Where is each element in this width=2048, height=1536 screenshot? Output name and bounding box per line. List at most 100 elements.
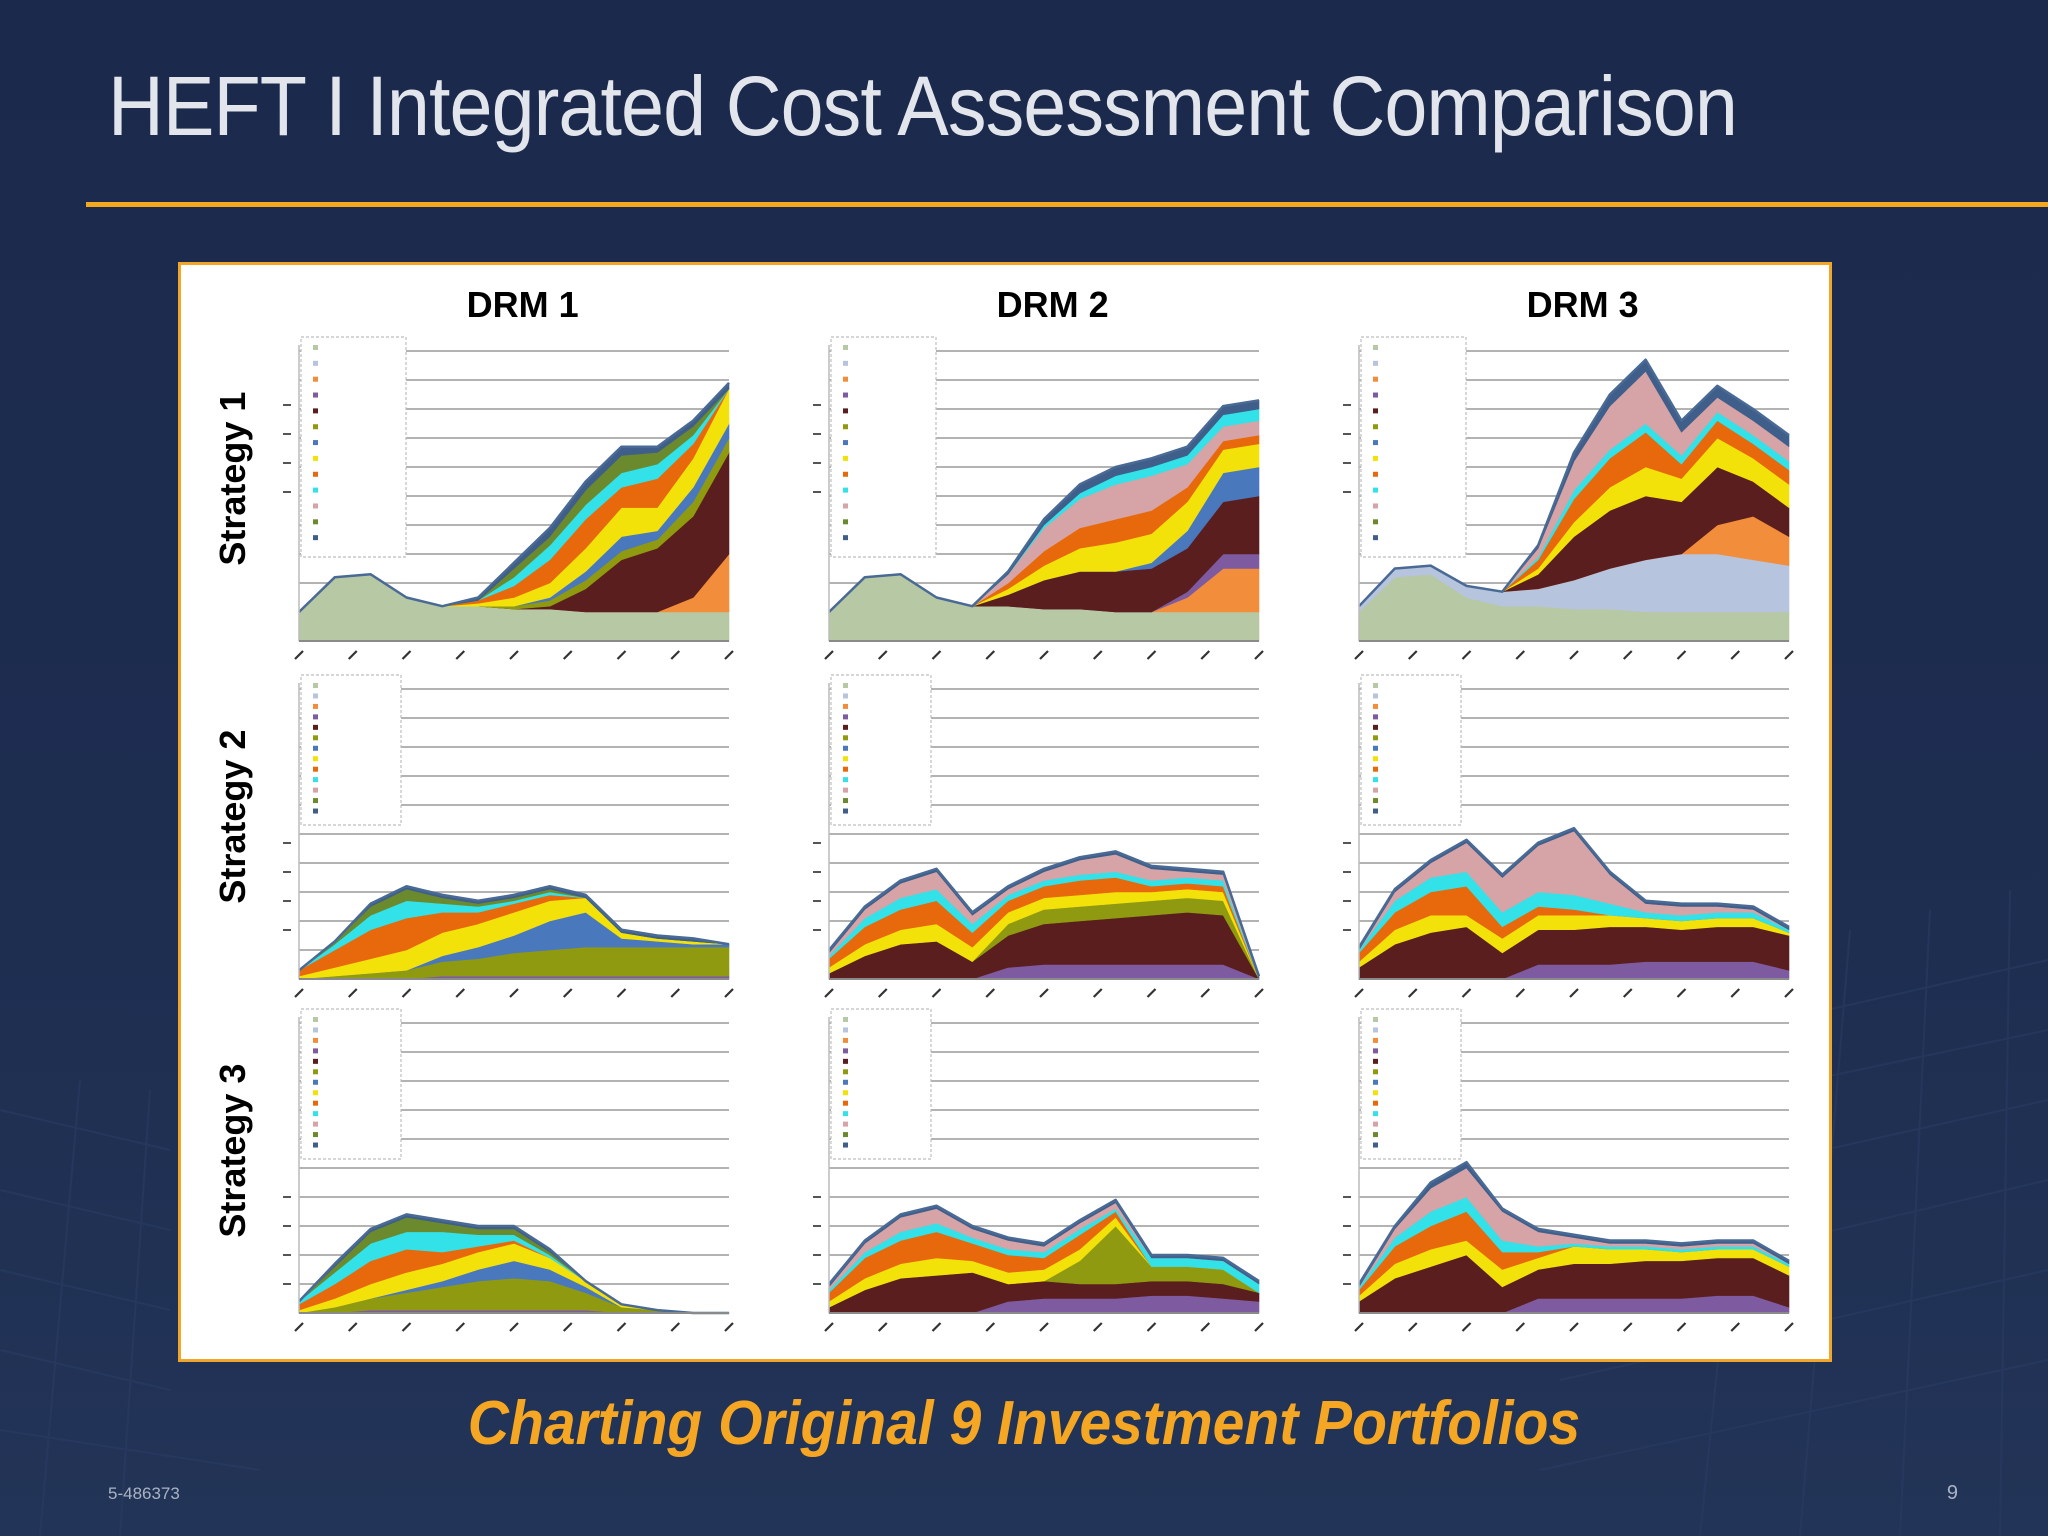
legend-marker <box>1373 693 1378 699</box>
slide-subtitle: Charting Original 9 Investment Portfolio… <box>467 1389 1581 1458</box>
x-tick-mark <box>724 988 734 998</box>
x-tick-mark <box>877 988 888 998</box>
x-tick-mark <box>1354 650 1364 660</box>
x-tick-mark <box>294 988 304 998</box>
legend-marker <box>1373 683 1378 688</box>
area-chart <box>1343 336 1794 660</box>
x-tick-mark <box>1407 650 1418 660</box>
column-header: DRM 1 <box>467 284 579 325</box>
x-tick-mark <box>1407 1322 1418 1332</box>
legend-marker <box>313 703 318 709</box>
legend-marker <box>843 1048 848 1054</box>
x-tick-mark <box>1092 650 1103 660</box>
legend-marker <box>1373 724 1378 730</box>
x-tick-mark <box>562 988 573 998</box>
area-chart <box>283 1008 734 1332</box>
x-tick-mark <box>294 1322 304 1332</box>
x-tick-mark <box>1730 650 1741 660</box>
legend-marker <box>313 440 318 446</box>
x-tick-mark <box>1200 988 1211 998</box>
legend-marker <box>843 777 848 783</box>
x-tick-mark <box>670 650 681 660</box>
x-tick-mark <box>1039 650 1049 660</box>
legend-marker <box>1373 766 1378 772</box>
legend-marker <box>843 424 848 430</box>
x-tick-mark <box>985 650 996 660</box>
legend-marker <box>1373 1142 1378 1148</box>
x-tick-mark <box>1146 1322 1157 1332</box>
legend-marker <box>1373 392 1378 398</box>
x-tick-mark <box>455 988 466 998</box>
area-chart <box>283 336 734 660</box>
legend-marker <box>313 503 318 509</box>
x-tick-mark <box>509 650 519 660</box>
legend-marker <box>843 1037 848 1043</box>
area-outline <box>1358 358 1790 608</box>
column-header: DRM 2 <box>997 284 1109 325</box>
x-tick-mark <box>616 988 627 998</box>
legend-marker <box>843 1142 848 1148</box>
legend-marker <box>313 808 318 814</box>
legend-marker <box>843 703 848 709</box>
x-tick-mark <box>1622 650 1633 660</box>
legend-marker <box>313 745 318 751</box>
title-divider <box>86 202 2048 207</box>
chart-grid-svg: DRM 1 DRM 2 DRM 3 Strategy 1 Strategy 2 Strat… <box>212 284 1794 1332</box>
legend-marker <box>313 766 318 772</box>
x-tick-mark <box>1254 988 1264 998</box>
x-tick-mark <box>985 988 996 998</box>
legend-marker <box>1373 777 1378 783</box>
legend-marker <box>1373 1069 1378 1075</box>
x-tick-mark <box>1730 988 1741 998</box>
legend-marker <box>313 756 318 762</box>
legend-marker <box>843 1121 848 1127</box>
legend-marker <box>843 455 848 461</box>
legend-marker <box>1373 798 1378 804</box>
x-tick-mark <box>616 1322 627 1332</box>
legend-marker <box>1373 1111 1378 1117</box>
legend-marker <box>313 408 318 414</box>
legend-marker <box>313 714 318 720</box>
x-tick-mark <box>1515 988 1526 998</box>
legend-marker <box>843 471 848 477</box>
x-tick-mark <box>509 988 519 998</box>
legend-marker <box>843 745 848 751</box>
x-tick-mark <box>1784 988 1794 998</box>
area-chart <box>1343 1008 1794 1332</box>
legend-marker <box>313 1121 318 1127</box>
legend-marker <box>313 1142 318 1148</box>
legend-marker <box>843 1079 848 1085</box>
x-tick-mark <box>931 988 942 998</box>
legend-marker <box>313 1111 318 1117</box>
area-chart <box>283 674 734 998</box>
legend-marker <box>313 487 318 493</box>
legend-marker <box>1373 1121 1378 1127</box>
area-outline <box>1357 1160 1790 1285</box>
legend-marker <box>843 1100 848 1106</box>
x-tick-mark <box>1461 988 1472 998</box>
legend-marker <box>843 798 848 804</box>
legend-marker <box>313 345 318 350</box>
legend-marker <box>313 777 318 783</box>
legend-marker <box>1373 714 1378 720</box>
legend-marker <box>843 683 848 688</box>
slide-title: HEFT I Integrated Cost Assessment Compar… <box>108 59 1738 153</box>
legend-marker <box>313 1048 318 1054</box>
legend-box <box>300 336 407 558</box>
x-tick-mark <box>824 988 834 998</box>
legend-marker <box>313 1017 318 1022</box>
legend-box <box>1360 336 1467 558</box>
legend-marker <box>843 1069 848 1075</box>
legend-marker <box>313 1090 318 1096</box>
x-tick-mark <box>1622 1322 1633 1332</box>
legend-marker <box>843 360 848 366</box>
legend-marker <box>313 798 318 804</box>
x-tick-mark <box>1461 650 1472 660</box>
legend-marker <box>1373 745 1378 751</box>
legend-marker <box>843 503 848 509</box>
legend-marker <box>843 808 848 814</box>
x-tick-mark <box>1200 650 1211 660</box>
x-tick-mark <box>1515 1322 1526 1332</box>
x-tick-mark <box>824 650 834 660</box>
page-number: 9 <box>1946 1482 1958 1504</box>
